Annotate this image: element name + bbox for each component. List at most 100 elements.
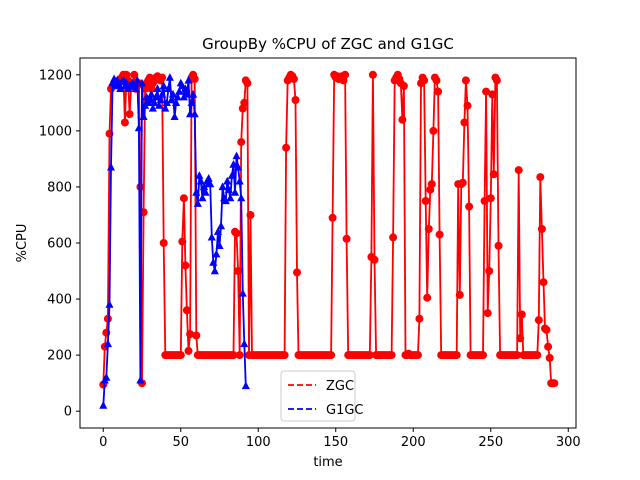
g1gc-point xyxy=(158,89,167,98)
zgc-point xyxy=(399,82,408,90)
zgc-point xyxy=(536,173,545,182)
g1gc-point xyxy=(136,375,145,384)
g1gc-point xyxy=(145,95,154,104)
zgc-point xyxy=(190,75,199,83)
g1gc-point xyxy=(175,87,184,95)
g1gc-point xyxy=(172,98,181,106)
g1gc-point xyxy=(192,188,201,196)
g1gc-point xyxy=(133,75,142,84)
zgc-point xyxy=(488,90,497,99)
zgc-point xyxy=(533,351,542,360)
g1gc-point xyxy=(234,162,243,171)
zgc-point xyxy=(516,334,525,343)
zgc-point xyxy=(460,118,469,127)
zgc-point xyxy=(485,267,494,275)
g1gc-point xyxy=(238,289,247,297)
g1gc-point xyxy=(155,101,164,109)
g1gc-point xyxy=(207,232,216,241)
g1gc-point xyxy=(204,174,213,182)
zgc-point xyxy=(176,351,185,360)
zgc-point xyxy=(178,237,187,246)
zgc-point xyxy=(293,268,301,277)
zgc-point xyxy=(517,310,526,319)
g1gc-point xyxy=(102,373,111,381)
g1gc-point xyxy=(162,98,171,106)
g1gc-point xyxy=(131,84,140,92)
zgc-point xyxy=(184,346,193,355)
x-tick-label: 100 xyxy=(246,435,271,450)
g1gc-point xyxy=(103,339,112,348)
y-tick-label: 0 xyxy=(64,405,72,420)
zgc-point xyxy=(289,75,298,83)
zgc-point xyxy=(537,225,546,233)
zgc-point xyxy=(328,213,337,222)
zgc-point xyxy=(434,87,443,96)
g1gc-point xyxy=(159,81,168,90)
g1gc-point xyxy=(184,75,193,84)
zgc-point xyxy=(370,255,379,264)
g1gc-point xyxy=(134,123,143,132)
zgc-point xyxy=(234,267,243,275)
zgc-point xyxy=(179,194,188,203)
g1gc-point xyxy=(210,266,219,275)
zgc-point xyxy=(125,110,134,119)
g1gc-point xyxy=(195,171,204,179)
zgc-point xyxy=(243,79,252,88)
zgc-point xyxy=(423,293,432,302)
g1gc-point xyxy=(198,193,207,202)
zgc-point xyxy=(489,170,498,179)
g1gc-point xyxy=(221,196,230,205)
zgc-point xyxy=(452,351,461,360)
y-axis-label: %CPU xyxy=(15,224,30,263)
zgc-point xyxy=(365,351,374,360)
x-tick-label: 300 xyxy=(556,435,581,450)
zgc-point xyxy=(492,76,501,85)
zgc-point xyxy=(136,182,145,191)
zgc-point xyxy=(432,76,441,85)
g1gc-point xyxy=(199,182,209,191)
g1gc-point xyxy=(215,241,224,249)
y-tick-label: 800 xyxy=(47,180,72,195)
g1gc-point xyxy=(164,84,173,92)
zgc-point xyxy=(461,76,470,85)
zgc-point xyxy=(246,211,255,219)
zgc-point xyxy=(455,290,464,299)
x-tick-label: 200 xyxy=(401,435,426,450)
zgc-point xyxy=(130,70,139,79)
g1gc-point xyxy=(193,199,202,207)
zgc-point xyxy=(415,314,424,323)
x-axis-ticks: 0 50 100 150 200 250 300 xyxy=(99,428,581,450)
g1gc-point xyxy=(230,188,240,196)
x-tick-label: 0 xyxy=(99,435,107,450)
g1gc-point xyxy=(226,193,235,202)
x-tick-label: 50 xyxy=(172,435,189,450)
g1gc-point xyxy=(182,89,191,98)
zgc-point xyxy=(235,351,244,360)
g1gc-point xyxy=(137,78,147,87)
zgc-point xyxy=(398,115,407,124)
x-tick-label: 150 xyxy=(323,435,348,450)
g1gc-point xyxy=(156,95,165,104)
g1gc-point xyxy=(213,227,222,235)
zgc-point xyxy=(240,98,249,107)
g1gc-point xyxy=(187,98,196,106)
g1gc-point xyxy=(151,92,160,101)
g1gc-point xyxy=(206,179,215,188)
g1gc-point xyxy=(153,84,162,92)
zgc-point xyxy=(387,351,396,360)
g1gc-point xyxy=(170,112,179,120)
y-tick-label: 600 xyxy=(47,237,72,252)
g1gc-point xyxy=(218,182,227,191)
zgc-point xyxy=(542,325,551,334)
g1gc-point xyxy=(148,104,157,112)
zgc-point xyxy=(413,351,422,360)
x-tick-label: 250 xyxy=(478,435,503,450)
zgc-point xyxy=(232,229,241,238)
zgc-point xyxy=(280,351,289,360)
zgc-point xyxy=(494,241,503,250)
series-layer xyxy=(99,70,559,409)
zgc-point xyxy=(181,261,190,270)
zgc-point xyxy=(545,353,554,362)
